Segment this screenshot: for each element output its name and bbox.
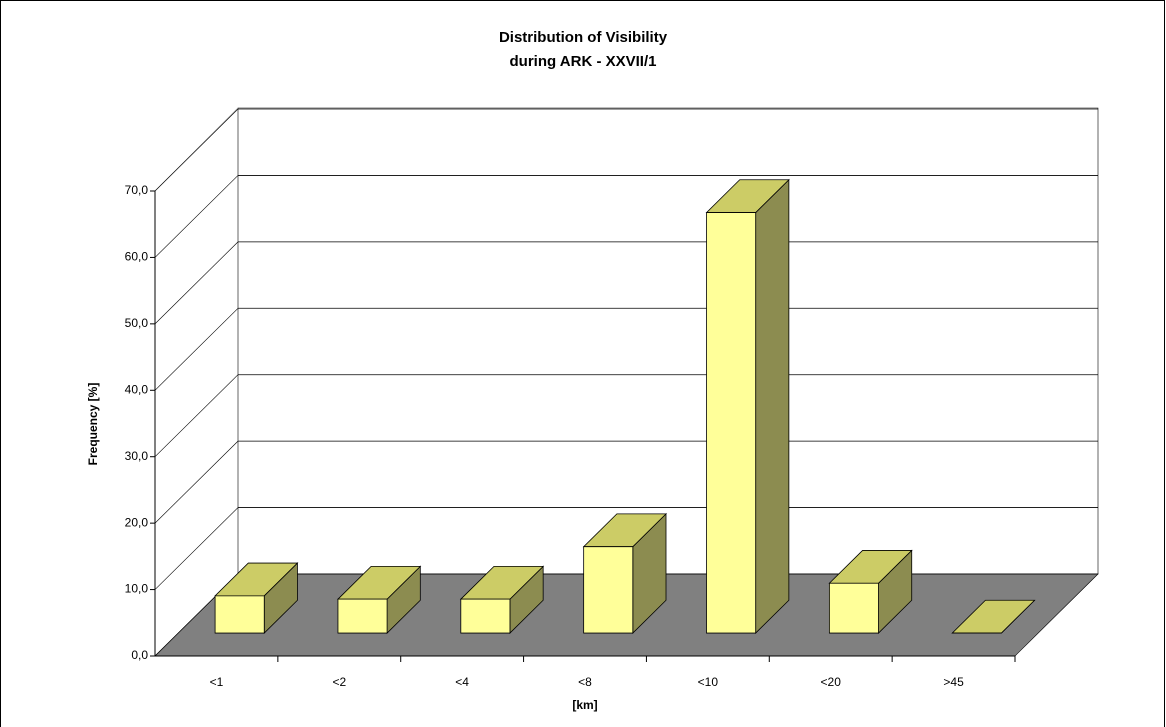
x-axis-title: [km] — [572, 698, 597, 712]
x-tick-label: >45 — [943, 675, 964, 689]
x-tick-label: <20 — [821, 675, 842, 689]
back-wall — [237, 107, 1099, 575]
y-tick-label: 70,0 — [125, 183, 149, 197]
x-tick-label: <1 — [210, 675, 224, 689]
bar — [828, 582, 879, 634]
bar-side — [755, 178, 790, 634]
y-tick-label: 40,0 — [125, 382, 149, 396]
side-grid-line — [154, 440, 239, 524]
bar — [337, 598, 388, 634]
y-axis-title: Frequency [%] — [86, 383, 100, 466]
x-tick-label: <8 — [578, 675, 592, 689]
bar — [583, 546, 634, 634]
y-tick-label: 20,0 — [125, 515, 149, 529]
bar — [460, 598, 511, 634]
bar — [214, 595, 265, 634]
side-grid-line — [154, 374, 239, 457]
x-tick-label: <4 — [455, 675, 469, 689]
side-grid-line — [154, 507, 239, 590]
side-grid-line — [154, 308, 239, 391]
y-tick-label: 10,0 — [125, 582, 149, 596]
x-tick-label: <10 — [698, 675, 719, 689]
x-tick-label: <2 — [332, 675, 346, 689]
bar — [706, 212, 757, 634]
chart-title: Distribution of Visibility — [499, 29, 668, 46]
side-grid-line — [154, 241, 239, 325]
side-grid-line — [154, 108, 239, 192]
y-tick-label: 50,0 — [125, 316, 149, 330]
chart-title: during ARK - XXVII/1 — [510, 53, 657, 70]
side-grid-line — [154, 175, 239, 258]
y-tick-label: 60,0 — [125, 250, 149, 264]
y-tick-label: 30,0 — [125, 449, 149, 463]
y-tick-label: 0,0 — [131, 648, 148, 662]
